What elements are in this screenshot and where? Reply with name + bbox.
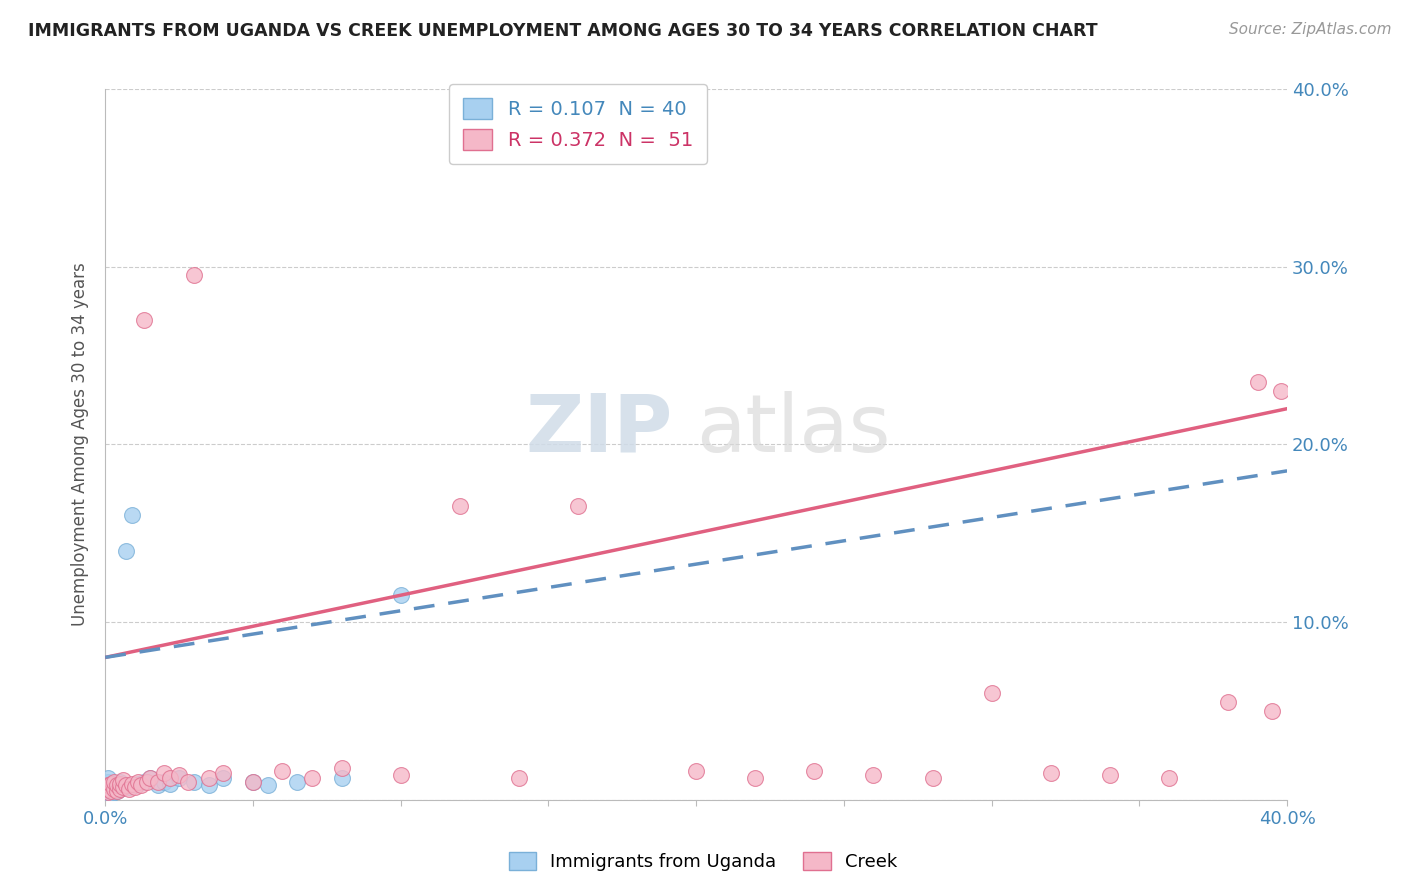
Point — [97, 789, 120, 803]
Point — [167, 771, 190, 785]
Point — [108, 774, 131, 789]
Point — [212, 765, 235, 780]
Point — [97, 774, 120, 789]
Point — [111, 772, 134, 787]
Point — [197, 771, 219, 785]
Point — [138, 771, 160, 785]
Point — [183, 774, 205, 789]
Point — [115, 543, 138, 558]
Text: atlas: atlas — [696, 391, 890, 469]
Point — [129, 778, 152, 792]
Point — [97, 778, 120, 792]
Point — [105, 783, 128, 797]
Point — [1261, 704, 1284, 718]
Point — [159, 771, 181, 785]
Point — [1039, 765, 1062, 780]
Point — [127, 774, 149, 789]
Point — [100, 778, 122, 792]
Point — [148, 778, 170, 792]
Point — [1098, 767, 1121, 781]
Point — [108, 776, 131, 790]
Point — [138, 771, 160, 785]
Point — [744, 771, 766, 785]
Point — [980, 686, 1002, 700]
Point — [242, 774, 264, 789]
Point — [115, 778, 138, 792]
Point — [389, 588, 412, 602]
Point — [124, 780, 146, 794]
Point — [100, 776, 122, 790]
Point — [97, 783, 120, 797]
Point — [97, 785, 120, 799]
Point — [212, 771, 235, 785]
Point — [271, 764, 294, 778]
Point — [124, 778, 146, 792]
Text: ZIP: ZIP — [526, 391, 672, 469]
Point — [100, 783, 122, 797]
Y-axis label: Unemployment Among Ages 30 to 34 years: Unemployment Among Ages 30 to 34 years — [72, 262, 89, 626]
Point — [449, 500, 471, 514]
Point — [103, 785, 125, 799]
Point — [921, 771, 943, 785]
Point — [111, 778, 134, 792]
Point — [685, 764, 707, 778]
Point — [183, 268, 205, 283]
Point — [97, 785, 120, 799]
Point — [1216, 695, 1239, 709]
Point — [567, 500, 589, 514]
Point — [1246, 375, 1268, 389]
Legend: Immigrants from Uganda, Creek: Immigrants from Uganda, Creek — [502, 845, 904, 879]
Point — [97, 771, 120, 785]
Point — [105, 783, 128, 797]
Point — [256, 778, 278, 792]
Point — [330, 760, 353, 774]
Point — [97, 781, 120, 796]
Text: Source: ZipAtlas.com: Source: ZipAtlas.com — [1229, 22, 1392, 37]
Point — [105, 778, 128, 792]
Point — [103, 774, 125, 789]
Point — [108, 781, 131, 796]
Point — [100, 783, 122, 797]
Point — [508, 771, 530, 785]
Point — [132, 774, 155, 789]
Point — [132, 313, 155, 327]
Point — [103, 781, 125, 796]
Legend: R = 0.107  N = 40, R = 0.372  N =  51: R = 0.107 N = 40, R = 0.372 N = 51 — [450, 85, 707, 164]
Point — [177, 774, 200, 789]
Point — [153, 765, 176, 780]
Point — [301, 771, 323, 785]
Point — [153, 774, 176, 789]
Point — [862, 767, 884, 781]
Point — [100, 780, 122, 794]
Point — [97, 780, 120, 794]
Point — [111, 780, 134, 794]
Point — [148, 774, 170, 789]
Point — [135, 774, 157, 789]
Point — [118, 780, 141, 794]
Point — [97, 776, 120, 790]
Point — [1270, 384, 1292, 398]
Point — [121, 508, 143, 523]
Point — [159, 776, 181, 790]
Point — [108, 781, 131, 796]
Point — [242, 774, 264, 789]
Point — [803, 764, 825, 778]
Point — [330, 771, 353, 785]
Point — [97, 787, 120, 801]
Point — [285, 774, 308, 789]
Point — [197, 778, 219, 792]
Point — [103, 781, 125, 796]
Point — [97, 778, 120, 792]
Point — [100, 787, 122, 801]
Point — [389, 767, 412, 781]
Point — [1157, 771, 1180, 785]
Point — [167, 767, 190, 781]
Text: IMMIGRANTS FROM UGANDA VS CREEK UNEMPLOYMENT AMONG AGES 30 TO 34 YEARS CORRELATI: IMMIGRANTS FROM UGANDA VS CREEK UNEMPLOY… — [28, 22, 1098, 40]
Point — [121, 776, 143, 790]
Point — [118, 781, 141, 796]
Point — [127, 776, 149, 790]
Point — [97, 781, 120, 796]
Point — [105, 778, 128, 792]
